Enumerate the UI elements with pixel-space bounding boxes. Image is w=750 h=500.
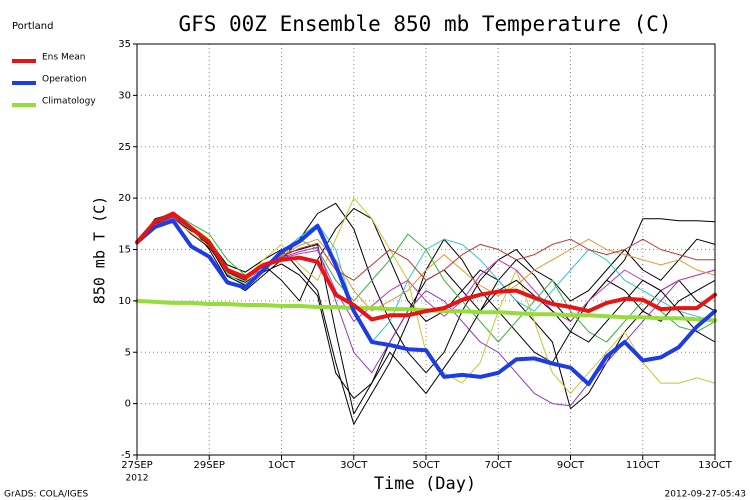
legend-label: Climatology bbox=[42, 97, 96, 107]
y-tick-label: 20 bbox=[118, 193, 131, 204]
x-tick-label: 9OCT bbox=[557, 460, 585, 471]
x-tick-label: 13OCT bbox=[698, 460, 733, 471]
y-axis-label: 850 mb T (C) bbox=[91, 196, 109, 304]
member-line bbox=[136, 207, 716, 410]
series-line bbox=[135, 211, 717, 322]
legend-label: Ens Mean bbox=[42, 53, 85, 63]
footer-right: 2012-09-27-05:43 bbox=[665, 490, 747, 500]
legend-layer: Ens Mean Operation Climatology bbox=[12, 53, 96, 107]
y-tick-label: 0 bbox=[125, 399, 131, 410]
x-tick-label: 29SEP bbox=[194, 460, 225, 471]
x-tick-label: 3OCT bbox=[340, 460, 368, 471]
y-tick-label: 5 bbox=[125, 347, 131, 358]
member-line bbox=[136, 216, 716, 343]
tick-layer: -5 0 5 10 15 20 25 30 35 27SEP 29SEP 1OCT 3OCT 5OCT 7O… bbox=[118, 39, 732, 471]
footer-left: GrADS: COLA/IGES bbox=[4, 490, 88, 500]
y-tick-label: 35 bbox=[118, 39, 131, 50]
member-line bbox=[136, 218, 716, 312]
x-tick-label: 7OCT bbox=[485, 460, 513, 471]
member-line bbox=[136, 215, 716, 399]
x-tick-label: 11OCT bbox=[626, 460, 661, 471]
series-layer bbox=[135, 211, 717, 387]
year-label: 2012 bbox=[126, 474, 149, 484]
y-tick-label: 30 bbox=[118, 90, 131, 101]
x-tick-label: 27SEP bbox=[121, 460, 152, 471]
series-line bbox=[135, 218, 717, 387]
y-tick-label: 15 bbox=[118, 245, 131, 256]
chart-title: GFS 00Z Ensemble 850 mb Temperature (C) bbox=[178, 12, 671, 36]
x-axis-label: Time (Day) bbox=[374, 474, 476, 494]
x-tick-label: 1OCT bbox=[268, 460, 296, 471]
x-tick-label: 5OCT bbox=[412, 460, 440, 471]
y-tick-label: -5 bbox=[121, 450, 131, 461]
y-tick-label: 10 bbox=[118, 296, 131, 307]
legend-title: Portland bbox=[12, 21, 53, 32]
legend-label: Operation bbox=[42, 75, 87, 85]
y-tick-label: 25 bbox=[118, 142, 131, 153]
